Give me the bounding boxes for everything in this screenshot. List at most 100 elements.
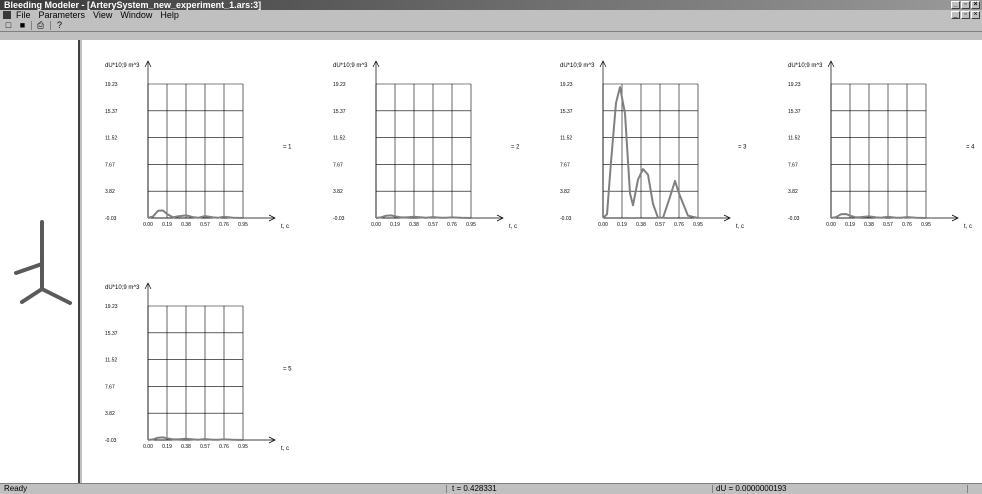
artery-segment[interactable] xyxy=(20,287,44,304)
menu-bar: File Parameters View Window Help _ ▫ × xyxy=(0,10,982,20)
y-axis-label: dU*10;9 m^3 xyxy=(560,63,595,69)
doc-close-icon[interactable]: × xyxy=(971,11,980,19)
close-icon[interactable]: × xyxy=(971,1,980,9)
series-label: = 5 xyxy=(283,366,292,372)
y-tick-label: 3.82 xyxy=(105,411,115,417)
y-tick-label: 3.82 xyxy=(105,189,115,195)
x-tick-label: 0.76 xyxy=(902,222,912,228)
x-axis-arrow-icon xyxy=(951,214,959,222)
x-axis-arrow-icon xyxy=(268,436,276,444)
charts-canvas: 19.23 15.37 11.52 7.67 3.82 -0.03 0.00 0.19 0.38… xyxy=(105,60,975,452)
x-axis-arrow-icon xyxy=(268,214,276,222)
x-tick-label: 0.00 xyxy=(826,222,836,228)
y-tick-label: 7.67 xyxy=(105,384,115,390)
chart-2: 19.23 15.37 11.52 7.67 3.82 -0.03 0.00 0.19 0.38… xyxy=(333,60,520,230)
series-line xyxy=(147,436,244,441)
status-time: t = 0.428331 xyxy=(452,484,497,493)
x-axis-label: t, c xyxy=(964,224,972,230)
y-tick-label: -0.03 xyxy=(333,216,345,222)
restore-icon[interactable]: ▫ xyxy=(961,1,970,9)
print-icon[interactable]: ⎙ xyxy=(36,20,45,30)
window-title: Bleeding Modeler - [ArterySystem_new_exp… xyxy=(4,0,262,10)
save-icon[interactable]: ■ xyxy=(19,20,26,30)
y-axis-arrow-icon xyxy=(144,282,152,290)
y-axis-arrow-icon xyxy=(372,60,380,68)
x-tick-label: 0.38 xyxy=(181,444,191,450)
x-axis-label: t, c xyxy=(281,224,289,230)
toolbar: □ ■ ⎙ ? xyxy=(0,20,982,32)
x-tick-label: 0.19 xyxy=(617,222,627,228)
x-tick-label: 0.95 xyxy=(921,222,931,228)
x-tick-label: 0.19 xyxy=(162,222,172,228)
toolbar-separator xyxy=(50,21,51,30)
resize-grip-icon[interactable] xyxy=(967,485,980,493)
toolbar-separator xyxy=(31,21,32,30)
series-label: = 2 xyxy=(511,144,520,150)
status-bar: Ready t = 0.428331 dU = 0.0000000193 xyxy=(0,483,982,494)
x-axis-arrow-icon xyxy=(496,214,504,222)
x-tick-label: 0.57 xyxy=(200,222,210,228)
series-line xyxy=(375,214,472,219)
series-line xyxy=(830,213,927,219)
y-tick-label: -0.03 xyxy=(560,216,572,222)
artery-segment[interactable] xyxy=(40,287,72,305)
x-tick-label: 0.19 xyxy=(845,222,855,228)
y-axis-arrow-icon xyxy=(827,60,835,68)
series-line xyxy=(147,209,244,219)
x-tick-label: 0.00 xyxy=(143,222,153,228)
y-tick-label: 11.52 xyxy=(105,136,117,142)
x-tick-label: 0.57 xyxy=(655,222,665,228)
y-tick-label: 15.37 xyxy=(788,109,801,115)
doc-minimize-icon[interactable]: _ xyxy=(951,11,960,19)
chart-4: 19.23 15.37 11.52 7.67 3.82 -0.03 0.00 0.19 0.38… xyxy=(788,60,975,230)
help-cursor-icon[interactable]: ? xyxy=(56,20,62,30)
y-tick-label: -0.03 xyxy=(788,216,800,222)
x-tick-label: 0.00 xyxy=(143,444,153,450)
chart-5: 19.23 15.37 11.52 7.67 3.82 -0.03 0.00 0.19 0.38… xyxy=(105,282,292,452)
y-tick-label: 19.23 xyxy=(333,82,346,88)
y-tick-label: 11.52 xyxy=(105,358,117,364)
y-tick-label: 15.37 xyxy=(105,109,118,115)
x-tick-label: 0.57 xyxy=(428,222,438,228)
y-tick-label: 7.67 xyxy=(333,162,343,168)
y-axis-label: dU*10;9 m^3 xyxy=(333,63,368,69)
y-tick-label: -0.03 xyxy=(105,438,117,444)
x-axis-label: t, c xyxy=(281,446,289,452)
y-tick-label: 11.52 xyxy=(333,136,345,142)
y-tick-label: 11.52 xyxy=(788,136,800,142)
menu-view[interactable]: View xyxy=(93,10,113,20)
y-tick-label: 19.23 xyxy=(105,82,118,88)
series-label: = 3 xyxy=(738,144,747,150)
chart-3: 19.23 15.37 11.52 7.67 3.82 -0.03 0.00 0.19 0.38… xyxy=(560,60,747,230)
x-tick-label: 0.76 xyxy=(219,444,229,450)
artery-tree-diagram xyxy=(14,220,72,305)
minimize-icon[interactable]: _ xyxy=(951,1,960,9)
y-tick-label: 15.37 xyxy=(560,109,573,115)
series-label: = 1 xyxy=(283,144,292,150)
x-axis-label: t, c xyxy=(736,224,744,230)
doc-restore-icon[interactable]: ▫ xyxy=(961,11,970,19)
x-tick-label: 0.19 xyxy=(162,444,172,450)
x-tick-label: 0.76 xyxy=(674,222,684,228)
x-tick-label: 0.00 xyxy=(598,222,608,228)
y-tick-label: -0.03 xyxy=(105,216,117,222)
document-system-icon[interactable] xyxy=(3,11,11,19)
status-du: dU = 0.0000000193 xyxy=(716,484,787,493)
y-tick-label: 15.37 xyxy=(105,331,118,337)
series-line xyxy=(602,86,699,219)
menu-parameters[interactable]: Parameters xyxy=(38,10,86,20)
menu-window[interactable]: Window xyxy=(120,10,153,20)
menu-help[interactable]: Help xyxy=(160,10,179,20)
window-controls: _ ▫ × xyxy=(951,0,980,10)
y-tick-label: 19.23 xyxy=(788,82,801,88)
menu-file[interactable]: File xyxy=(16,10,31,20)
artery-segment[interactable] xyxy=(14,262,44,275)
y-axis-label: dU*10;9 m^3 xyxy=(788,63,823,69)
status-divider xyxy=(712,485,713,493)
y-tick-label: 3.82 xyxy=(333,189,343,195)
y-tick-label: 3.82 xyxy=(560,189,570,195)
y-axis-label: dU*10;9 m^3 xyxy=(105,63,140,69)
new-file-icon[interactable]: □ xyxy=(5,20,12,30)
x-tick-label: 0.38 xyxy=(409,222,419,228)
y-axis-arrow-icon xyxy=(599,60,607,68)
